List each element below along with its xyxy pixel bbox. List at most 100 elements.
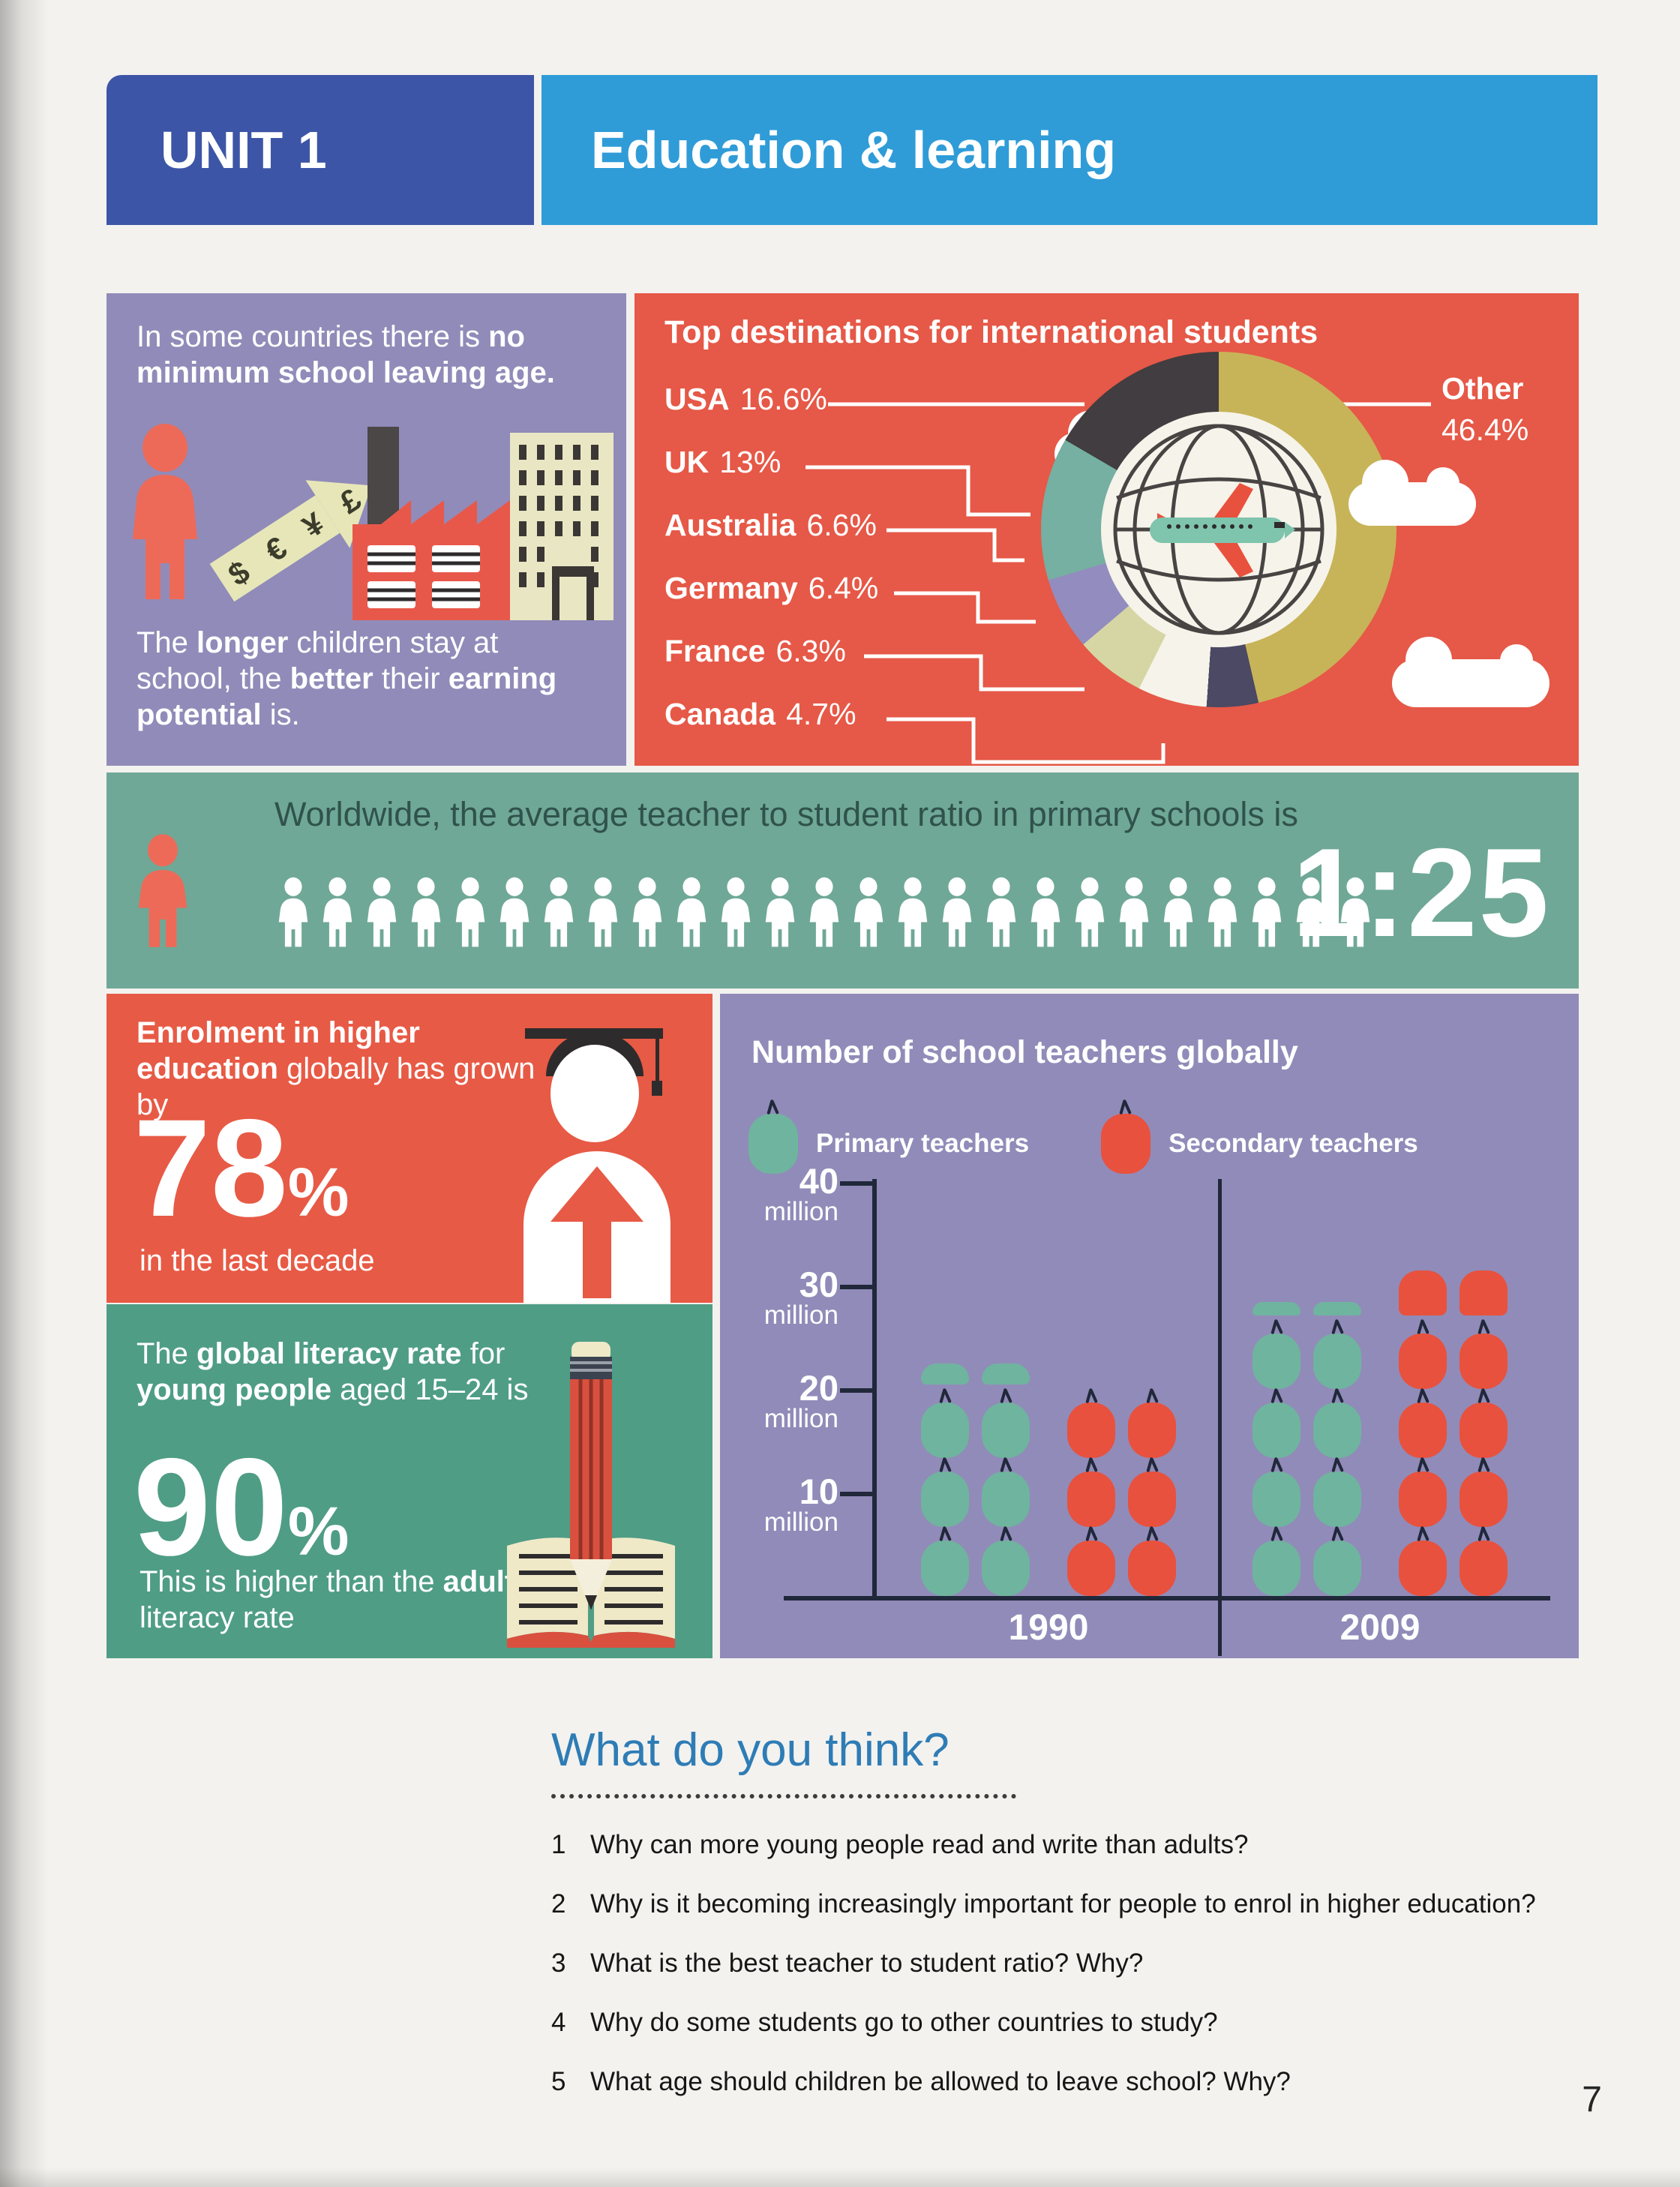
- student-icon: [937, 844, 977, 985]
- secondary-stack: [1067, 1389, 1115, 1596]
- apple-icon: [1313, 1334, 1361, 1389]
- student-icon: [1025, 844, 1066, 985]
- literacy-percent: 90: [134, 1430, 288, 1585]
- secondary-apple-icon: [1101, 1114, 1151, 1174]
- literacy-box: The global literacy rate for young peopl…: [106, 1304, 712, 1658]
- y-tick-mark: [840, 1492, 874, 1496]
- y-tick-label: 20 million: [764, 1368, 838, 1433]
- y-tick-label: 30 million: [764, 1264, 838, 1330]
- question-text: Why can more young people read and write…: [590, 1830, 1249, 1859]
- destinations-title: Top destinations for international stude…: [664, 314, 1318, 350]
- apple-icon: [1067, 1540, 1115, 1596]
- page-title: Education & learning: [591, 121, 1117, 179]
- apple-icon: [921, 1402, 969, 1458]
- chart-group-2009: [1252, 1270, 1508, 1596]
- student-icon: [848, 844, 889, 985]
- building-icon: [510, 433, 614, 620]
- question-text: What age should children be allowed to l…: [590, 2067, 1291, 2096]
- student-icon: [627, 844, 668, 985]
- leaving-age-box: In some countries there is no minimum sc…: [106, 293, 626, 766]
- y-tick-mark: [840, 1285, 874, 1289]
- question-item: 2 Why is it becoming increasingly importa…: [551, 1889, 1616, 1919]
- apple-icon: [1128, 1540, 1176, 1596]
- ratio-value: 1:25: [1292, 822, 1550, 963]
- student-icon: [1070, 844, 1110, 985]
- student-icon: [1291, 844, 1331, 985]
- cloud-icon: [1392, 637, 1550, 707]
- apple-icon: [1460, 1334, 1508, 1389]
- y-tick-label: 40 million: [764, 1161, 838, 1226]
- enrolment-tail: in the last decade: [140, 1244, 375, 1277]
- book-spine-shadow: [0, 0, 48, 2187]
- apple-icon: [1313, 1402, 1361, 1458]
- question-text: What is the best teacher to student rati…: [590, 1948, 1144, 1978]
- apple-partial-icon: [1460, 1270, 1508, 1316]
- primary-apple-icon: [748, 1114, 798, 1174]
- axis-y: [872, 1179, 877, 1600]
- apple-partial-icon: [982, 1364, 1030, 1384]
- other-value: 46.4%: [1442, 412, 1529, 448]
- chart-group-1990: [921, 1364, 1176, 1596]
- student-icon: [538, 844, 579, 985]
- student-icon: [317, 844, 358, 985]
- apple-icon: [921, 1540, 969, 1596]
- student-icon: [892, 844, 933, 985]
- y-tick-mark: [840, 1388, 874, 1393]
- questions-title: What do you think?: [551, 1724, 950, 1776]
- student-icon: [671, 844, 712, 985]
- primary-stack: [921, 1364, 969, 1596]
- question-text: Why is it becoming increasingly importan…: [590, 1889, 1536, 1918]
- pencil-book-icon: [494, 1334, 688, 1653]
- apple-icon: [982, 1540, 1030, 1596]
- dotted-underline: [551, 1794, 1016, 1798]
- ratio-text: Worldwide, the average teacher to studen…: [274, 795, 1298, 833]
- apple-icon: [1252, 1540, 1300, 1596]
- destination-row: France 6.3%: [664, 634, 846, 668]
- student-icon: [716, 844, 756, 985]
- question-text: Why do some students go to other countri…: [590, 2008, 1218, 2037]
- destination-row: UK 13%: [664, 445, 782, 479]
- page-number: 7: [1582, 2080, 1602, 2120]
- callout-lines: [806, 402, 1431, 764]
- apple-icon: [921, 1472, 969, 1527]
- destination-row: Australia 6.6%: [664, 508, 877, 542]
- legend-label: Secondary teachers: [1168, 1129, 1418, 1158]
- apple-icon: [982, 1402, 1030, 1458]
- apple-icon: [1128, 1472, 1176, 1527]
- student-icon: [494, 844, 535, 985]
- globe-icon: [1101, 412, 1336, 647]
- leaving-age-outro: The longer children stay at school, the …: [136, 626, 557, 731]
- y-tick-label: 10 million: [764, 1472, 838, 1537]
- other-label: Other: [1442, 371, 1524, 406]
- apple-icon: [1460, 1540, 1508, 1596]
- question-number: 4: [551, 2008, 566, 2037]
- apple-icon: [1399, 1402, 1447, 1458]
- secondary-stack: [1399, 1270, 1447, 1596]
- enrolment-figure: 78%: [134, 1091, 350, 1246]
- plane-icon: [1150, 483, 1295, 578]
- apple-icon: [1399, 1472, 1447, 1527]
- axis-x: [784, 1596, 1550, 1600]
- unit-title-banner: Education & learning: [542, 75, 1598, 225]
- destination-row: USA 16.6%: [664, 382, 827, 416]
- destinations-donut-chart: [1041, 352, 1396, 707]
- question-number: 1: [551, 1830, 566, 1859]
- student-icon: [760, 844, 800, 985]
- divider: [1218, 1179, 1222, 1656]
- question-number: 5: [551, 2067, 566, 2096]
- chart-title: Number of school teachers globally: [752, 1034, 1298, 1070]
- literacy-figure: 90%: [134, 1430, 350, 1585]
- teacher-icon: [130, 808, 195, 979]
- student-icon: [1246, 844, 1287, 985]
- secondary-stack: [1128, 1389, 1176, 1596]
- question-item: 1 Why can more young people read and writ…: [551, 1830, 1616, 1860]
- apple-icon: [1460, 1472, 1508, 1527]
- chart-legend: Primary teachers Secondary teachers: [748, 1114, 1418, 1174]
- earning-scene: $ € ¥ £: [126, 419, 614, 622]
- secondary-stack: [1460, 1270, 1508, 1596]
- x-axis-label: 2009: [1340, 1608, 1420, 1648]
- apple-icon: [1313, 1540, 1361, 1596]
- apple-icon: [1460, 1402, 1508, 1458]
- leaving-age-intro: In some countries there is no minimum sc…: [136, 320, 555, 389]
- apple-partial-icon: [1252, 1302, 1300, 1316]
